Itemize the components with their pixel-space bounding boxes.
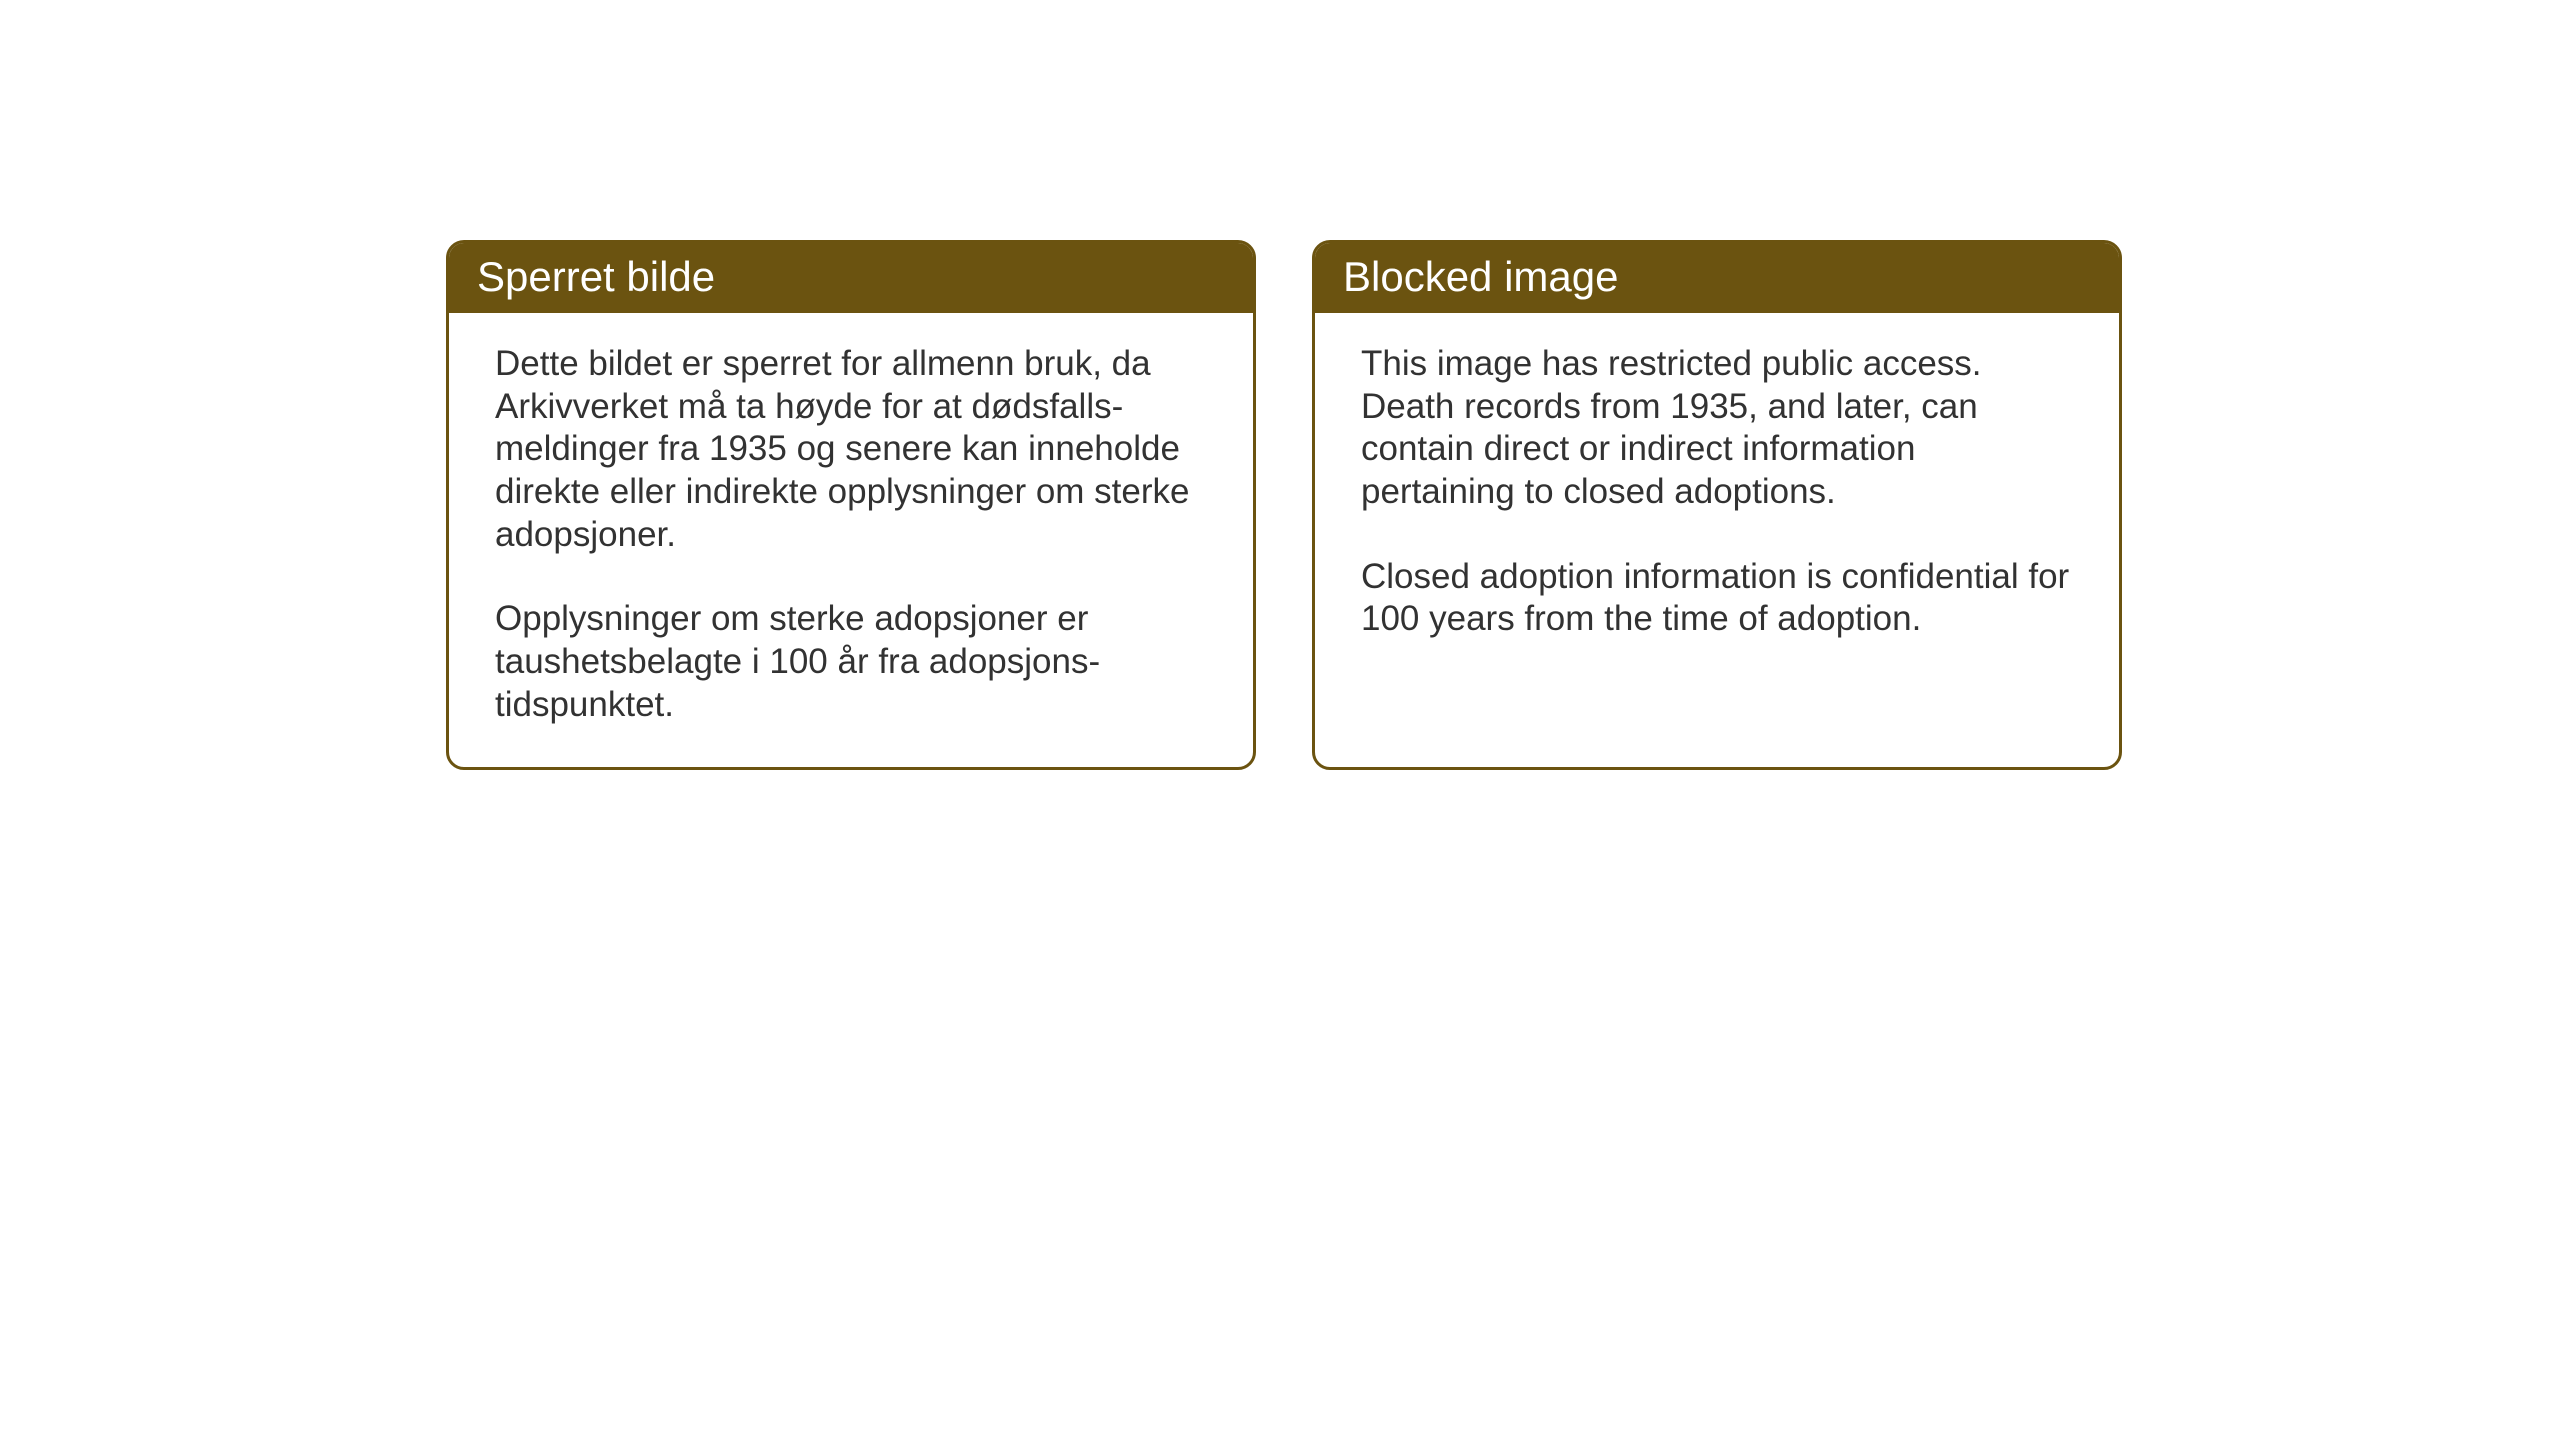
notice-card-norwegian: Sperret bilde Dette bildet er sperret fo… — [446, 240, 1256, 770]
card-paragraph-2-norwegian: Opplysninger om sterke adopsjoner er tau… — [495, 598, 1207, 726]
card-body-norwegian: Dette bildet er sperret for allmenn bruk… — [449, 313, 1253, 767]
card-title-english: Blocked image — [1343, 253, 1618, 300]
card-paragraph-2-english: Closed adoption information is confident… — [1361, 556, 2073, 641]
notice-card-english: Blocked image This image has restricted … — [1312, 240, 2122, 770]
card-header-norwegian: Sperret bilde — [449, 243, 1253, 313]
card-title-norwegian: Sperret bilde — [477, 253, 715, 300]
notice-container: Sperret bilde Dette bildet er sperret fo… — [446, 240, 2122, 770]
card-paragraph-1-norwegian: Dette bildet er sperret for allmenn bruk… — [495, 343, 1207, 556]
card-paragraph-1-english: This image has restricted public access.… — [1361, 343, 2073, 514]
card-body-english: This image has restricted public access.… — [1315, 313, 2119, 749]
card-header-english: Blocked image — [1315, 243, 2119, 313]
